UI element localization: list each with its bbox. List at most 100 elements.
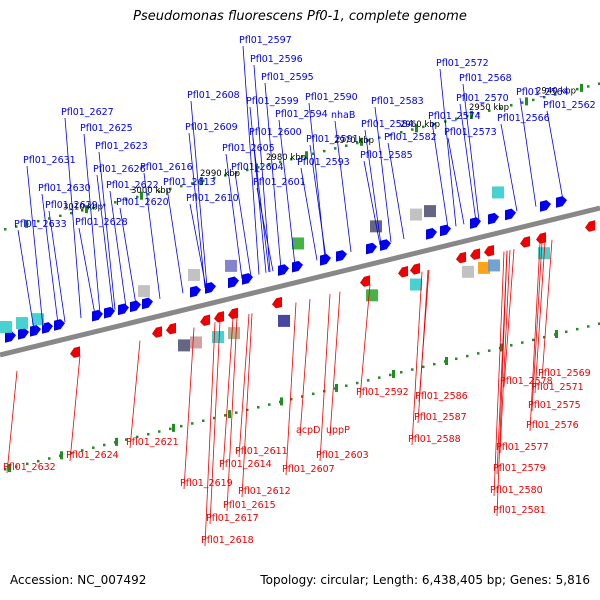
tick-dot-lower — [224, 414, 227, 417]
forward-gene-arrow — [104, 306, 115, 319]
forward-gene-arrow — [380, 239, 391, 251]
tick-mark — [200, 177, 203, 185]
tick-dot-upper — [81, 209, 84, 212]
tick-dot-upper — [4, 228, 7, 231]
scale-tick-label: 2980 kbp — [266, 153, 306, 163]
reverse-gene-label: Pfl01_2580 — [490, 485, 543, 496]
feature-block — [488, 259, 500, 272]
feature-block — [462, 265, 474, 278]
feature-block — [292, 237, 304, 250]
tick-dot-lower — [213, 416, 216, 420]
reverse-gene-label: Pfl01_2612 — [238, 486, 291, 497]
tick-dot-upper — [125, 198, 128, 201]
tick-dot-lower — [202, 419, 205, 423]
forward-gene-arrow — [130, 300, 141, 313]
forward-gene-label-leader — [253, 64, 271, 272]
tick-dot-lower — [70, 451, 73, 455]
forward-gene-label: Pfl01_2608 — [187, 90, 240, 101]
feature-block — [138, 285, 150, 298]
tick-mark — [470, 110, 473, 119]
forward-gene-arrow — [228, 276, 239, 289]
tick-dot-upper — [180, 184, 183, 188]
reverse-gene-label-leader — [226, 316, 238, 512]
forward-gene-label-leader — [78, 227, 96, 315]
tick-mark — [445, 356, 448, 365]
forward-gene-label: Pfl01_2622 — [106, 180, 159, 191]
reverse-gene-label: Pfl01_2577 — [496, 442, 549, 453]
forward-gene-label-leader — [96, 174, 114, 311]
forward-gene-label-leader — [109, 190, 127, 308]
tick-dot-upper — [565, 90, 568, 94]
forward-gene-label: nhaB — [331, 110, 355, 121]
feature-block — [410, 208, 422, 221]
reverse-gene-label-leader — [359, 284, 371, 399]
tick-dot-upper — [455, 117, 458, 121]
reverse-gene-arrow — [70, 346, 80, 358]
tick-dot-upper — [521, 101, 524, 104]
tick-dot-upper — [169, 187, 172, 191]
tick-mark — [415, 124, 418, 133]
tick-dot-upper — [257, 166, 260, 169]
tick-dot-lower — [257, 406, 260, 409]
forward-gene-label: Pfl01_2610 — [186, 193, 239, 204]
tick-mark — [525, 97, 528, 106]
forward-gene-label-leader — [431, 121, 449, 229]
forward-gene-label-leader — [546, 110, 564, 201]
reverse-gene-label-leader — [417, 270, 429, 424]
forward-gene-label: Pfl01_2593 — [297, 157, 350, 168]
feature-block — [410, 278, 422, 291]
forward-gene-label-leader — [48, 210, 66, 323]
reverse-gene-label-leader — [204, 322, 216, 547]
reverse-gene-arrow — [228, 307, 238, 320]
tick-dot-upper — [279, 160, 282, 164]
forward-gene-arrow — [488, 212, 499, 225]
reverse-gene-label-leader — [209, 321, 221, 525]
reverse-gene-label-leader — [541, 239, 553, 380]
reverse-gene-arrow — [166, 322, 176, 335]
feature-block — [178, 339, 190, 352]
forward-gene-label-leader — [387, 142, 405, 240]
tick-dot-upper — [378, 136, 381, 139]
feature-block — [366, 289, 378, 302]
tick-dot-lower — [4, 468, 7, 471]
forward-gene-arrow — [505, 208, 516, 221]
reverse-gene-label: Pfl01_2618 — [201, 535, 254, 546]
forward-gene-label: Pfl01_2629 — [45, 200, 98, 211]
forward-gene-arrow — [440, 224, 451, 237]
reverse-gene-label: Pfl01_2615 — [223, 500, 276, 511]
tick-dot-upper — [477, 112, 480, 115]
reverse-gene-arrow — [410, 263, 420, 275]
tick-dot-upper — [158, 190, 161, 193]
forward-gene-arrow — [92, 309, 103, 322]
scale-tick-label: 2990 kbp — [200, 169, 240, 179]
forward-gene-label: Pfl01_2596 — [250, 54, 303, 65]
forward-gene-label: Pfl01_2630 — [38, 183, 91, 194]
tick-mark — [580, 83, 583, 92]
reverse-gene-label: Pfl01_2586 — [415, 391, 468, 402]
tick-dot-upper — [356, 141, 359, 145]
tick-dot-lower — [598, 322, 600, 325]
forward-gene-label: Pfl01_2590 — [305, 92, 358, 103]
forward-gene-label-leader — [83, 133, 101, 314]
reverse-gene-arrow — [360, 275, 370, 287]
tick-dot-upper — [202, 179, 205, 183]
reverse-gene-label: Pfl01_2592 — [356, 387, 409, 398]
forward-gene-label-leader — [300, 167, 318, 261]
forward-gene-label-leader — [242, 45, 260, 275]
forward-gene-label: Pfl01_2582 — [384, 132, 437, 143]
forward-gene-label-leader — [143, 172, 161, 299]
forward-gene-arrow — [42, 322, 53, 334]
reverse-gene-arrow — [456, 251, 466, 264]
reverse-gene-label: Pfl01_2571 — [531, 382, 584, 393]
reverse-gene-label-leader — [529, 242, 541, 432]
forward-gene-arrow — [190, 285, 201, 298]
forward-gene-label: Pfl01_2594 — [275, 109, 328, 120]
feature-block — [478, 261, 490, 274]
tick-dot-lower — [301, 395, 304, 398]
forward-gene-label-leader — [252, 137, 270, 273]
reverse-gene-label-leader — [534, 241, 546, 394]
tick-dot-upper — [48, 217, 51, 220]
tick-dot-lower — [246, 408, 249, 412]
forward-gene-label: Pfl01_2573 — [444, 127, 497, 138]
forward-gene-arrow — [426, 228, 437, 240]
